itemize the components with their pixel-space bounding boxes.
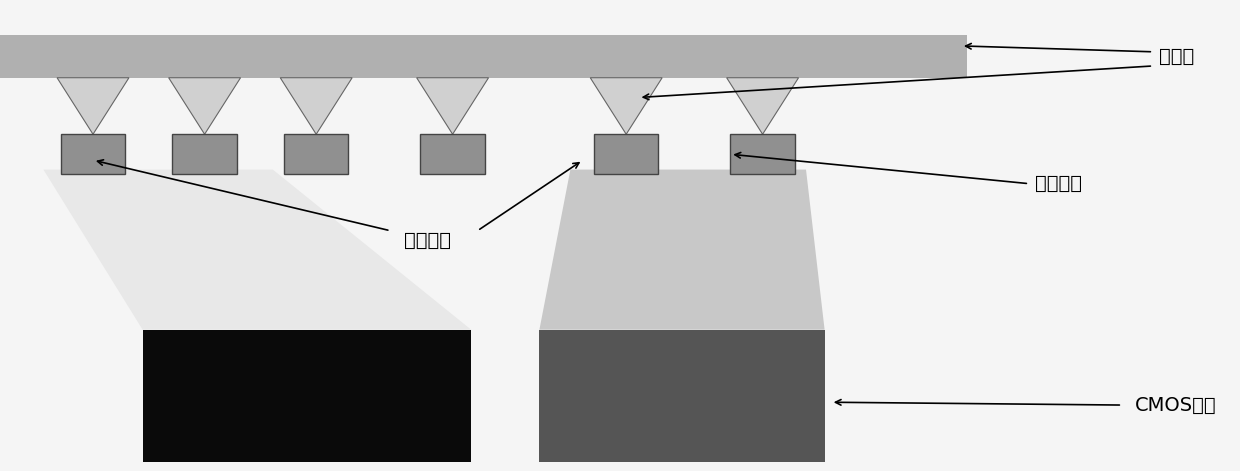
Polygon shape <box>43 170 471 330</box>
Bar <box>420 134 485 174</box>
Polygon shape <box>590 78 662 134</box>
Polygon shape <box>169 78 241 134</box>
Polygon shape <box>539 170 825 330</box>
Bar <box>730 134 795 174</box>
Bar <box>539 330 825 462</box>
Bar <box>284 134 348 174</box>
Polygon shape <box>727 78 799 134</box>
Bar <box>0 35 967 78</box>
Text: 纳二极管: 纳二极管 <box>1035 174 1083 193</box>
Polygon shape <box>417 78 489 134</box>
Polygon shape <box>280 78 352 134</box>
Text: 接口引脚: 接口引脚 <box>404 231 451 250</box>
Bar <box>61 134 125 174</box>
Bar <box>594 134 658 174</box>
Text: CMOS堆栈: CMOS堆栈 <box>1135 396 1216 414</box>
Text: 纳米线: 纳米线 <box>1159 47 1194 66</box>
Polygon shape <box>57 78 129 134</box>
Bar <box>143 330 471 462</box>
Bar <box>172 134 237 174</box>
